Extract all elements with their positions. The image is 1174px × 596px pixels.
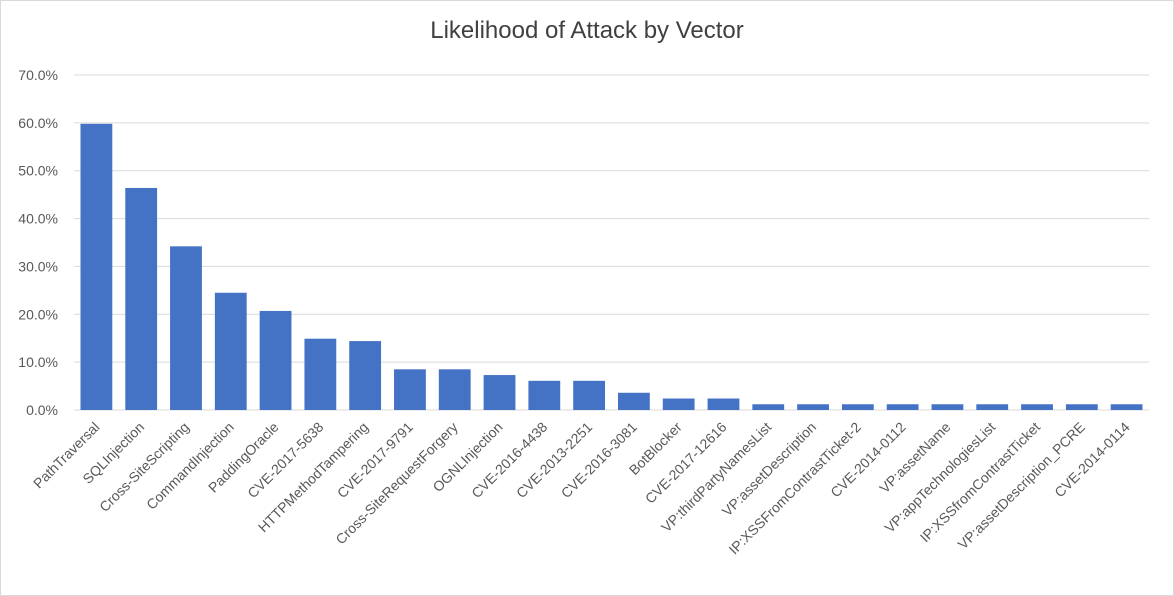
bar [752, 404, 785, 410]
bar [1065, 404, 1098, 410]
bar [170, 246, 202, 410]
bar [125, 187, 158, 410]
bar [617, 392, 650, 410]
bar [394, 369, 426, 410]
bar [931, 404, 964, 410]
x-tick-label: CVE-2016-3081 [558, 419, 640, 501]
x-tick-label: CVE-2016-4438 [468, 419, 550, 501]
bar [573, 380, 606, 410]
y-tick-label: 10.0% [18, 354, 58, 370]
gridlines [74, 74, 1149, 411]
bar [886, 404, 919, 410]
bar [707, 398, 740, 410]
y-tick-label: 40.0% [18, 211, 58, 227]
bar [1021, 404, 1053, 410]
x-axis-tick-labels: PathTraversalSQLInjectionCross-SiteScrip… [30, 419, 1133, 558]
bar [80, 123, 113, 411]
bar [438, 369, 471, 410]
bar [483, 375, 516, 410]
y-tick-label: 30.0% [18, 258, 58, 274]
y-tick-label: 50.0% [18, 163, 58, 179]
chart-title: Likelihood of Attack by Vector [430, 17, 744, 44]
x-tick-label: CVE-2013-2251 [513, 419, 595, 501]
bar [976, 404, 1009, 410]
bar [841, 404, 874, 410]
x-tick-label: CVE-2017-12616 [642, 419, 730, 507]
bars [80, 123, 1143, 411]
x-tick-label: CVE-2017-5638 [244, 419, 326, 501]
y-axis-tick-labels: 0.0% 10.0% 20.0% 30.0% 40.0% 50.0% 60.0% 70.0% [18, 67, 58, 418]
bar [349, 341, 382, 410]
bar [304, 338, 337, 410]
bar [662, 398, 695, 410]
bar [1110, 404, 1143, 410]
y-tick-label: 70.0% [18, 67, 58, 83]
x-tick-label: CVE-2017-9791 [334, 419, 416, 501]
bar [797, 404, 829, 410]
y-tick-label: 20.0% [18, 306, 58, 322]
bar [214, 292, 247, 410]
bar [259, 310, 292, 410]
y-tick-label: 0.0% [26, 402, 58, 418]
bar [528, 380, 561, 410]
y-tick-label: 60.0% [18, 115, 58, 131]
